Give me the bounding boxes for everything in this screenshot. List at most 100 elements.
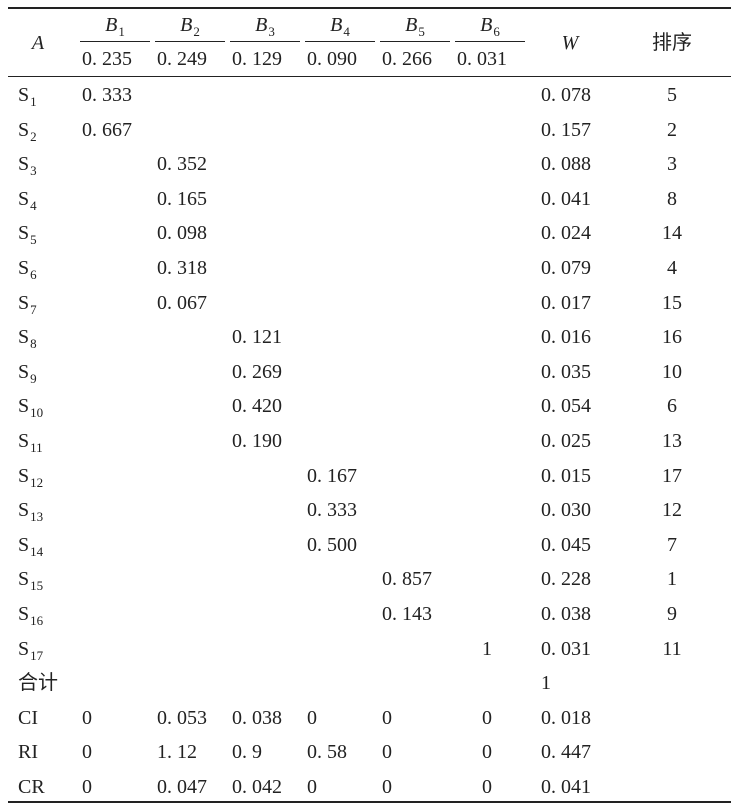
criterion-underline [230,41,300,42]
row-label-sub: 9 [30,370,37,386]
w-value: 0. 228 [541,568,591,591]
row-label: S17 [18,637,43,662]
criterion-label-sub: 1 [118,24,125,39]
cell-value: 0. 269 [232,360,282,383]
cell-value: 0. 167 [307,464,357,487]
rank-value: 7 [667,533,677,556]
w-value: 0. 017 [541,291,591,314]
row-label: S2 [18,118,37,143]
cell-value: 0. 042 [232,776,282,798]
row-label-sub: 17 [30,647,44,663]
row-label: S9 [18,360,37,385]
cell-value: 0. 038 [232,706,282,729]
row-label: S14 [18,533,43,558]
row-label-sub: 12 [30,474,44,490]
row-label-sub: 5 [30,232,37,248]
row-label-sub: 8 [30,336,37,352]
cell-value: 0. 333 [307,499,357,522]
w-value: 0. 015 [541,464,591,487]
cell-value: 0. 857 [382,568,432,591]
row-label-base: S [18,257,30,279]
row-label: S4 [18,189,37,212]
criterion-label-base: B [180,14,193,36]
row-label-base: S [18,637,30,660]
row-label-sub: 14 [30,543,44,559]
w-value: 0. 024 [541,222,591,245]
w-value: 0. 016 [541,326,591,349]
row-label-base: S [18,360,30,383]
cell-value: 0 [382,741,392,764]
w-value: 0. 038 [541,603,591,625]
top-rule [8,7,731,9]
row-label-sub: 6 [30,267,37,282]
header-a: A [31,32,45,54]
rank-value: 8 [667,187,677,210]
w-value: 0. 157 [541,118,591,141]
criterion-underline [305,41,375,42]
row-label: S7 [18,291,37,316]
criterion-label-base: B [480,14,493,36]
row-label: S10 [18,396,43,419]
w-value: 0. 041 [541,776,591,798]
row-label-base: S [18,533,30,556]
row-label: S16 [18,604,43,627]
criterion-label: B5 [405,15,425,38]
cell-value: 0. 165 [157,187,207,210]
criterion-weight: 0. 266 [382,48,432,70]
header-rule [8,76,731,77]
criterion-weight: 0. 129 [232,48,282,70]
criterion-label-base: B [105,14,118,36]
w-value: 1 [541,672,551,695]
header-rank: 排序 [652,32,692,54]
cell-value: 0 [482,706,492,729]
criterion-label: B3 [255,15,275,38]
rank-value: 13 [662,430,682,452]
w-value: 0. 088 [541,153,591,176]
row-label-sub: 13 [30,509,44,525]
cell-value: 0 [82,741,92,764]
cell-value: 0 [482,741,492,764]
criterion-weight: 0. 031 [457,48,507,70]
row-label: CI [18,706,38,729]
row-label-sub: 16 [30,613,44,628]
criterion-label: B1 [105,14,125,38]
cell-value: 0. 143 [382,603,432,625]
w-value: 0. 025 [541,430,591,452]
cell-value: 0. 500 [307,533,357,556]
cell-value: 0. 067 [157,291,207,314]
cell-value: 0. 352 [157,153,207,176]
row-label: S6 [18,257,37,281]
cell-value: 0 [307,776,317,798]
w-value: 0. 035 [541,360,591,383]
criterion-label-sub: 2 [193,24,200,39]
row-label: 合计 [18,672,58,695]
criterion-label-sub: 3 [268,24,275,39]
w-value: 0. 018 [541,706,591,729]
rank-value: 11 [662,637,682,660]
criterion-weight: 0. 090 [307,48,357,70]
rank-value: 5 [667,84,677,106]
bottom-rule [8,801,731,803]
rank-value: 15 [662,291,682,314]
row-label-sub: 10 [30,405,44,421]
row-label-sub: 7 [30,301,37,317]
w-value: 0. 078 [541,84,591,106]
criterion-underline [80,41,150,42]
row-label-base: S [18,326,30,349]
criterion-underline [380,41,450,42]
cell-value: 0. 420 [232,395,282,418]
cell-value: 0. 047 [157,776,207,798]
w-value: 0. 031 [541,637,591,660]
row-label-base: S [18,464,30,487]
row-label: S5 [18,223,37,246]
row-label: S11 [18,431,43,454]
row-label: S12 [18,464,43,489]
row-label-base: S [18,84,30,106]
row-label: S1 [18,84,37,108]
cell-value: 1. 12 [157,741,197,764]
row-label-base: S [18,291,30,314]
rank-value: 12 [662,499,682,522]
criterion-label: B6 [480,14,500,38]
row-label-base: S [18,118,30,141]
